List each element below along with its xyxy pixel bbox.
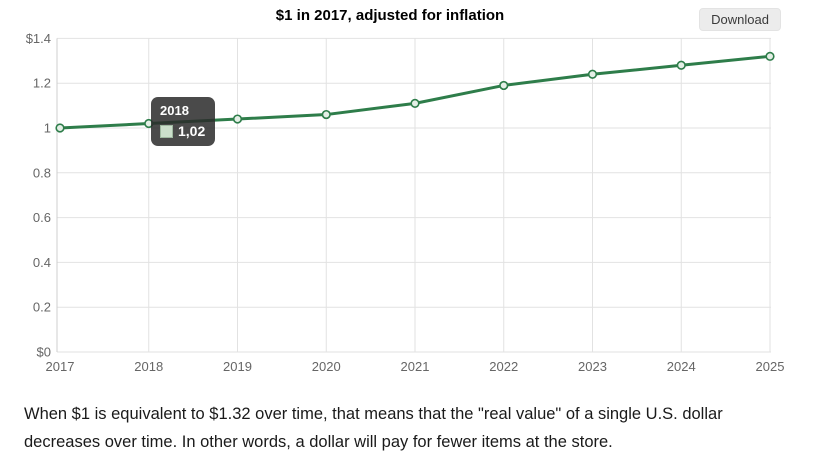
- data-point-marker[interactable]: [321, 109, 331, 120]
- y-tick-label: 1: [44, 121, 51, 136]
- x-tick-label: 2018: [134, 359, 163, 374]
- data-point-marker[interactable]: [676, 60, 686, 70]
- y-tick-label: 1.2: [33, 76, 51, 91]
- y-tick-label: 0.2: [33, 300, 51, 315]
- y-tick-label: $0: [37, 345, 51, 360]
- line-chart-svg[interactable]: $0 0.2 0.4 0.6 0.8 1 1.2 $1.4 2017 2018 2019 2020 20…: [0, 0, 816, 388]
- chart-title: $1 in 2017, adjusted for inflation: [275, 7, 505, 24]
- data-point-marker[interactable]: [765, 51, 775, 61]
- data-point-marker[interactable]: [410, 98, 420, 108]
- y-tick-label: $1.4: [26, 31, 51, 46]
- data-point-marker[interactable]: [587, 69, 598, 79]
- x-tick-label: 2019: [223, 359, 252, 374]
- y-tick-label: 0.8: [33, 165, 51, 180]
- x-tick-label: 2021: [401, 359, 430, 374]
- x-tick-label: 2017: [46, 359, 75, 374]
- x-tick-label: 2024: [667, 359, 696, 374]
- download-button[interactable]: Download: [699, 8, 781, 31]
- chart-caption: When $1 is equivalent to $1.32 over time…: [24, 405, 723, 451]
- data-point-marker[interactable]: [144, 118, 154, 129]
- data-point-marker[interactable]: [55, 123, 65, 133]
- y-tick-label: 0.4: [33, 255, 51, 270]
- x-tick-label: 2020: [312, 359, 341, 374]
- data-point-marker[interactable]: [499, 80, 509, 91]
- data-point-marker[interactable]: [232, 114, 243, 124]
- x-tick-label: 2023: [578, 359, 607, 374]
- x-tick-label: 2025: [756, 359, 785, 374]
- inflation-chart: $0 0.2 0.4 0.6 0.8 1 1.2 $1.4 2017 2018 2019 2020 20…: [0, 0, 816, 388]
- x-tick-label: 2022: [489, 359, 518, 374]
- y-tick-label: 0.6: [33, 210, 51, 225]
